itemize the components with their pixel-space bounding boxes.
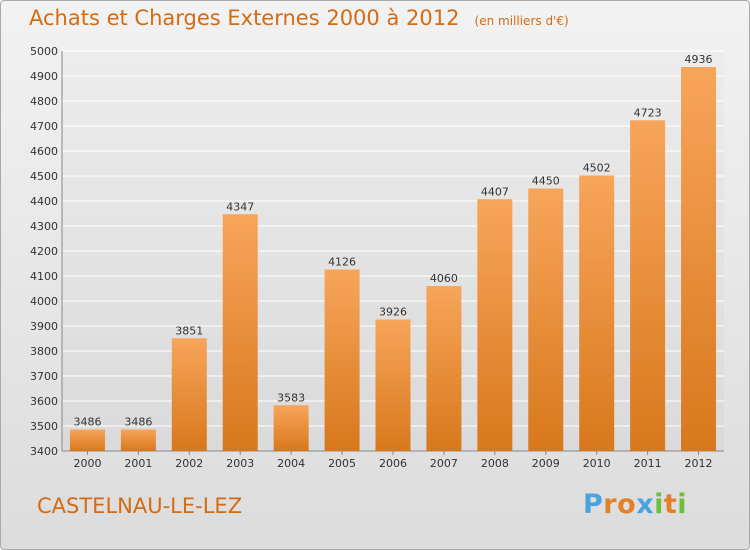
bar-value-label: 3926 [379,306,407,319]
x-tick-label: 2011 [634,457,662,470]
bar [681,67,717,451]
y-tick-label: 4100 [30,270,58,283]
bar-value-label: 4450 [532,175,560,188]
y-tick-label: 4300 [30,220,58,233]
bar [477,199,513,451]
x-tick-label: 2004 [277,457,305,470]
y-tick-label: 4500 [30,170,58,183]
logo-letter: o [617,489,637,520]
bar [222,214,258,451]
x-tick-label: 2007 [430,457,458,470]
bar [375,319,411,451]
logo-letter: x [636,489,655,520]
bar-value-label: 3486 [124,416,152,429]
bar [528,188,564,451]
chart-title-text: Achats et Charges Externes 2000 à 2012 [29,6,460,30]
x-tick-label: 2008 [481,457,509,470]
y-tick-label: 3900 [30,320,58,333]
bar [324,269,360,451]
bar [273,405,309,451]
y-tick-label: 4800 [30,95,58,108]
chart-subtitle: (en milliers d'€) [474,14,569,28]
bar [171,338,207,451]
x-tick-label: 2006 [379,457,407,470]
y-tick-label: 3400 [30,445,58,458]
x-tick-label: 2012 [685,457,713,470]
bar [630,120,666,451]
x-tick-label: 2003 [226,457,254,470]
y-tick-label: 4000 [30,295,58,308]
bar-value-label: 4407 [481,185,509,198]
bar-value-label: 4060 [430,272,458,285]
logo-letter: t [663,489,678,520]
y-tick-label: 4600 [30,145,58,158]
bar-value-label: 3851 [175,324,203,337]
x-tick-label: 2009 [532,457,560,470]
proxiti-logo: Proxiti [583,489,687,520]
bar [69,429,105,451]
logo-letter: r [603,489,618,520]
bar-value-label: 4502 [583,162,611,175]
x-tick-label: 2000 [73,457,101,470]
chart-title: Achats et Charges Externes 2000 à 2012 (… [29,6,569,30]
y-tick-label: 4200 [30,245,58,258]
x-tick-label: 2001 [124,457,152,470]
bar-value-label: 3583 [277,391,305,404]
logo-letter: i [677,489,688,520]
bar-value-label: 3486 [73,416,101,429]
bar [120,429,156,451]
logo-letter: i [654,489,664,520]
x-tick-label: 2010 [583,457,611,470]
logo-letter: P [583,489,604,520]
bar-value-label: 4126 [328,256,356,269]
y-tick-label: 3600 [30,395,58,408]
y-tick-label: 4900 [30,70,58,83]
bar-chart: 3400 3500 3600 3700 3800 3900 4000 4100 4200 4300… [30,45,724,470]
y-tick-label: 4400 [30,195,58,208]
y-tick-label: 3700 [30,370,58,383]
place-name: CASTELNAU-LE-LEZ [37,494,243,518]
x-tick-label: 2005 [328,457,356,470]
bar [426,286,462,451]
x-tick-label: 2002 [175,457,203,470]
y-tick-label: 3500 [30,420,58,433]
bar [579,175,615,451]
bar-value-label: 4347 [226,200,254,213]
bar-value-label: 4723 [634,106,662,119]
y-tick-label: 3800 [30,345,58,358]
bar-value-label: 4936 [685,53,713,66]
y-tick-label: 5000 [30,45,58,58]
y-tick-label: 4700 [30,120,58,133]
